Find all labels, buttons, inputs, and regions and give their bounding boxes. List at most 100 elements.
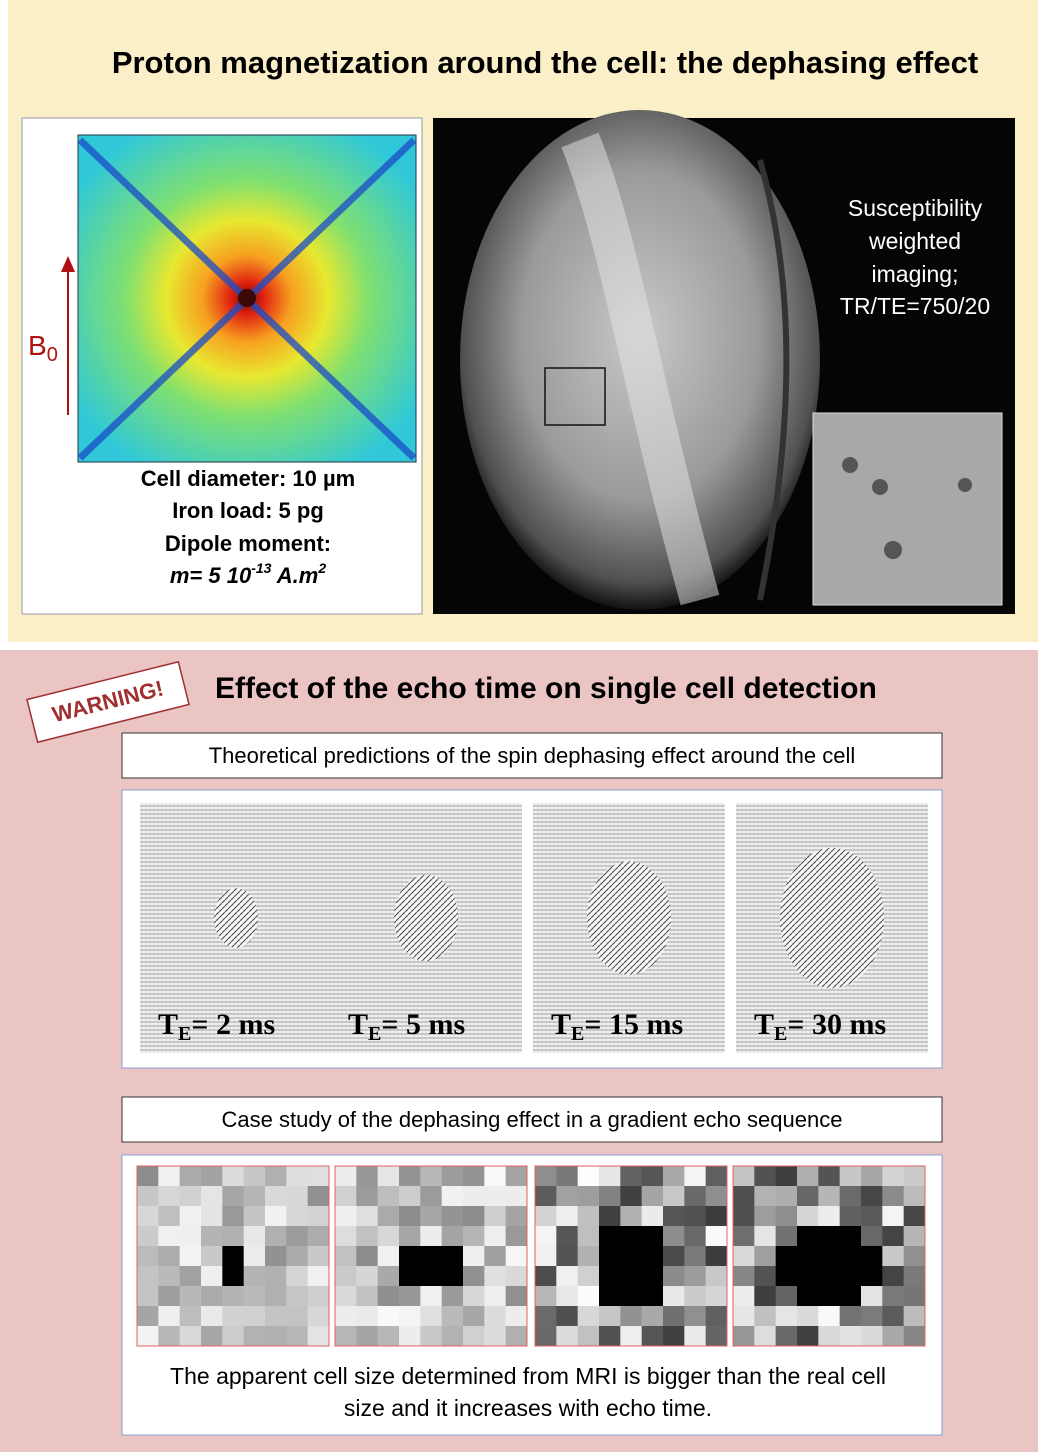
echo-sub: E <box>368 1023 381 1045</box>
theory-box <box>121 732 943 779</box>
pixel <box>882 1266 905 1287</box>
pixel <box>201 1286 223 1307</box>
pixel <box>839 1166 862 1187</box>
pixel <box>705 1246 728 1267</box>
pixel <box>179 1326 202 1347</box>
pixel <box>556 1286 579 1307</box>
echo-sub: E <box>774 1023 787 1045</box>
pixel <box>535 1306 557 1327</box>
pixel <box>179 1186 202 1207</box>
echo-base: T <box>348 1008 368 1041</box>
pixel <box>441 1166 464 1187</box>
pixel <box>335 1226 357 1247</box>
dephasing-blob <box>394 874 458 962</box>
pixel <box>222 1166 245 1187</box>
pixel <box>243 1306 266 1327</box>
pixel <box>463 1226 485 1247</box>
pixel <box>505 1206 528 1227</box>
pixel <box>641 1186 664 1207</box>
moment-unit: A.m <box>271 563 318 588</box>
pixel <box>335 1306 357 1327</box>
pixel <box>882 1306 905 1327</box>
pixel <box>158 1186 181 1207</box>
pixel <box>441 1286 464 1307</box>
pixel <box>663 1206 685 1227</box>
pixel <box>641 1166 664 1187</box>
pixel <box>861 1286 883 1307</box>
pixel <box>663 1186 685 1207</box>
pixel <box>882 1326 905 1347</box>
pixel <box>222 1326 245 1347</box>
pixel <box>201 1246 223 1267</box>
pixel <box>556 1246 579 1267</box>
pixel <box>705 1166 728 1187</box>
pixel <box>663 1226 685 1247</box>
pixel <box>839 1226 862 1247</box>
field-base: B <box>28 330 47 361</box>
echo-rest: = 15 ms <box>584 1008 683 1041</box>
grid-frame <box>534 1165 728 1347</box>
pixel <box>158 1326 181 1347</box>
pixel <box>839 1306 862 1327</box>
pixel <box>705 1226 728 1247</box>
pixel <box>733 1186 755 1207</box>
pixel <box>335 1266 357 1287</box>
pixel <box>179 1166 202 1187</box>
pixel <box>484 1166 507 1187</box>
pixel <box>463 1326 485 1347</box>
pixel <box>535 1186 557 1207</box>
pixel <box>903 1226 926 1247</box>
pixel <box>222 1246 245 1267</box>
pixel <box>641 1226 664 1247</box>
pixel <box>484 1286 507 1307</box>
pixel <box>663 1166 685 1187</box>
pixel <box>535 1286 557 1307</box>
pixel <box>754 1326 777 1347</box>
pixel <box>903 1246 926 1267</box>
pixel <box>179 1306 202 1327</box>
dephasing-blob <box>587 861 671 975</box>
pixel-grid <box>334 1165 528 1347</box>
pixel-grid <box>534 1165 728 1347</box>
pixel <box>882 1226 905 1247</box>
pixel <box>882 1206 905 1227</box>
pixel <box>484 1246 507 1267</box>
pixel <box>599 1246 621 1267</box>
mri-label: Susceptibility weighted imaging; TR/TE=7… <box>840 195 990 319</box>
pixel <box>377 1286 400 1307</box>
pixel <box>286 1286 309 1307</box>
pixel <box>441 1186 464 1207</box>
case-box <box>121 1096 943 1143</box>
pixel <box>158 1206 181 1227</box>
pixel <box>775 1166 798 1187</box>
pixel <box>399 1266 421 1287</box>
pixel <box>797 1246 819 1267</box>
pixel <box>620 1266 643 1287</box>
pixel <box>535 1326 557 1347</box>
pixel <box>335 1326 357 1347</box>
pixel <box>663 1326 685 1347</box>
pixel <box>158 1306 181 1327</box>
pixel <box>599 1326 621 1347</box>
pixel <box>818 1286 841 1307</box>
pixel <box>463 1286 485 1307</box>
pixel <box>420 1206 443 1227</box>
pixel <box>201 1226 223 1247</box>
echo-rest: = 30 ms <box>787 1008 886 1041</box>
pixel <box>158 1246 181 1267</box>
pixel <box>243 1286 266 1307</box>
pixel-grid <box>732 1165 926 1347</box>
pixel <box>733 1286 755 1307</box>
pixel <box>775 1286 798 1307</box>
pixel <box>265 1266 287 1287</box>
dephasing-blob <box>214 888 258 948</box>
dephasing-blob <box>780 847 884 989</box>
info-line: Dipole moment: <box>165 531 331 556</box>
pixel <box>684 1206 707 1227</box>
pixel <box>137 1266 159 1287</box>
pixel <box>733 1206 755 1227</box>
pixel <box>663 1246 685 1267</box>
pixel <box>243 1266 266 1287</box>
zoom-box <box>544 367 606 426</box>
